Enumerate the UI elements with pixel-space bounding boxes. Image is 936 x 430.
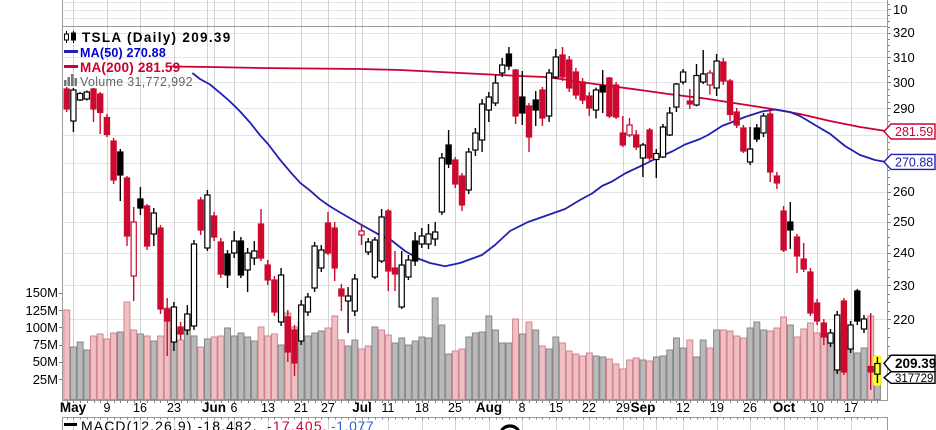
- svg-text:11: 11: [382, 401, 395, 415]
- svg-text:18: 18: [415, 401, 429, 415]
- svg-text:Oct: Oct: [773, 400, 796, 415]
- svg-text:220: 220: [893, 312, 915, 327]
- svg-text:29: 29: [616, 401, 630, 415]
- svg-text:10: 10: [810, 401, 824, 415]
- svg-text:50M: 50M: [33, 354, 58, 369]
- svg-text:290: 290: [893, 101, 915, 116]
- svg-text:125M: 125M: [25, 303, 58, 318]
- svg-text:Volume 31,772,992: Volume 31,772,992: [80, 75, 193, 89]
- svg-text:150M: 150M: [25, 285, 58, 300]
- svg-text:270.88: 270.88: [895, 155, 933, 169]
- svg-text:10: 10: [893, 2, 907, 17]
- svg-text:16: 16: [133, 401, 147, 415]
- svg-text:-1.077: -1.077: [331, 418, 374, 430]
- svg-text:100M: 100M: [25, 320, 58, 335]
- svg-text:Sep: Sep: [631, 400, 656, 415]
- svg-text:13: 13: [261, 401, 275, 415]
- svg-text:27: 27: [321, 401, 335, 415]
- svg-text:MA(200) 281.59: MA(200) 281.59: [80, 60, 180, 75]
- svg-text:25: 25: [448, 401, 462, 415]
- svg-text:8: 8: [519, 401, 526, 415]
- svg-text:-17.405,: -17.405,: [267, 418, 328, 430]
- svg-text:310: 310: [893, 50, 915, 65]
- svg-text:Jul: Jul: [352, 400, 372, 415]
- svg-text:MA(50) 270.88: MA(50) 270.88: [80, 46, 166, 60]
- svg-text:TSLA (Daily) 209.39: TSLA (Daily) 209.39: [82, 30, 232, 45]
- svg-text:209.39: 209.39: [895, 356, 936, 371]
- svg-text:22: 22: [582, 401, 596, 415]
- svg-text:23: 23: [167, 401, 181, 415]
- svg-text:260: 260: [893, 184, 915, 199]
- svg-text:26: 26: [743, 401, 757, 415]
- svg-text:12: 12: [676, 401, 690, 415]
- svg-text:Jun: Jun: [202, 400, 226, 415]
- svg-text:300: 300: [893, 75, 915, 90]
- svg-text:17: 17: [844, 401, 858, 415]
- svg-text:281.59: 281.59: [895, 125, 933, 139]
- svg-text:15: 15: [549, 401, 563, 415]
- svg-text:250: 250: [893, 214, 915, 229]
- svg-text:6: 6: [231, 401, 238, 415]
- svg-text:317729: 317729: [895, 373, 933, 385]
- svg-text:75M: 75M: [33, 337, 58, 352]
- svg-text:19: 19: [710, 401, 724, 415]
- svg-text:9: 9: [104, 401, 111, 415]
- svg-text:Aug: Aug: [476, 400, 502, 415]
- svg-text:MACD(12,26,9) -18.482,: MACD(12,26,9) -18.482,: [81, 418, 258, 430]
- svg-text:May: May: [60, 400, 87, 415]
- svg-text:240: 240: [893, 245, 915, 260]
- svg-text:25M: 25M: [33, 372, 58, 387]
- svg-text:21: 21: [294, 401, 308, 415]
- svg-text:320: 320: [893, 25, 915, 40]
- svg-text:230: 230: [893, 278, 915, 293]
